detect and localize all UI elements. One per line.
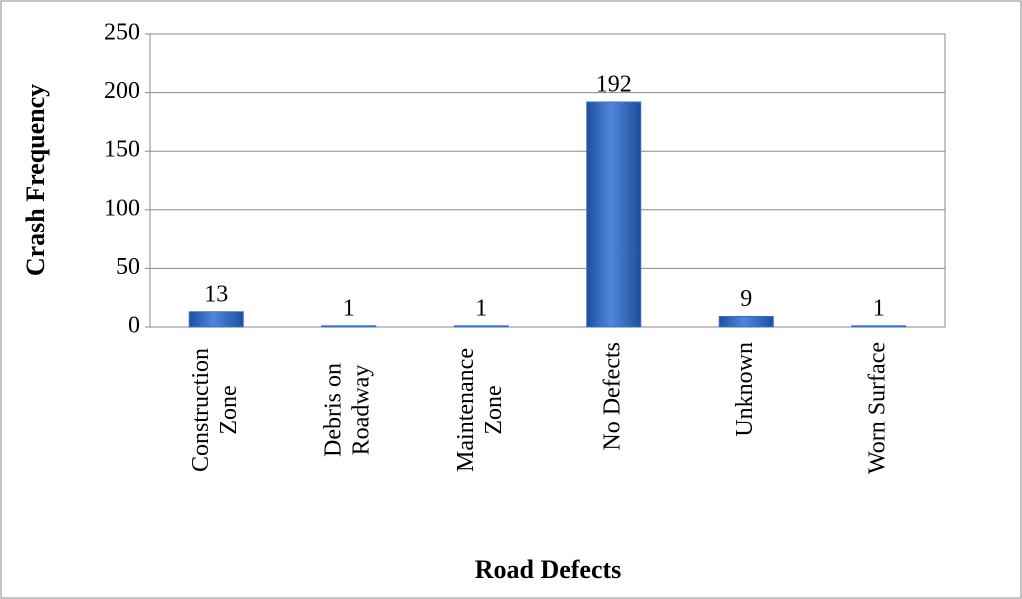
value-label: 1 [475, 295, 487, 321]
y-tick-label: 0 [128, 313, 140, 339]
bar [188, 311, 244, 328]
x-tick-label: Unknown [732, 342, 758, 437]
y-tick-label: 150 [104, 137, 140, 163]
x-axis-title: Road Defects [475, 555, 622, 584]
bar [851, 325, 907, 328]
bar [321, 325, 377, 328]
x-tick-label: Worn Surface [864, 342, 890, 474]
x-tick-label: No Defects [599, 342, 625, 451]
y-tick-label: 200 [104, 78, 140, 104]
bar [453, 325, 509, 328]
x-tick-label: Debris on [320, 363, 346, 457]
y-tick-label: 250 [104, 20, 140, 46]
value-label: 192 [596, 71, 632, 97]
plot-border [149, 33, 946, 328]
x-tick-label: Zone [216, 385, 242, 434]
y-tick-label: 50 [116, 254, 140, 280]
x-tick-label: Maintenance [453, 348, 479, 472]
value-label: 9 [740, 286, 752, 312]
bar [718, 315, 774, 328]
x-tick-label: Roadway [348, 365, 374, 456]
y-tick-label: 100 [104, 195, 140, 221]
bar [586, 101, 642, 328]
value-label: 1 [873, 295, 885, 321]
value-label: 1 [343, 295, 355, 321]
value-label: 13 [204, 281, 228, 307]
x-tick-label: Construction [188, 348, 214, 472]
x-tick-label: Zone [481, 385, 507, 434]
y-axis-title: Crash Frequency [21, 84, 50, 276]
